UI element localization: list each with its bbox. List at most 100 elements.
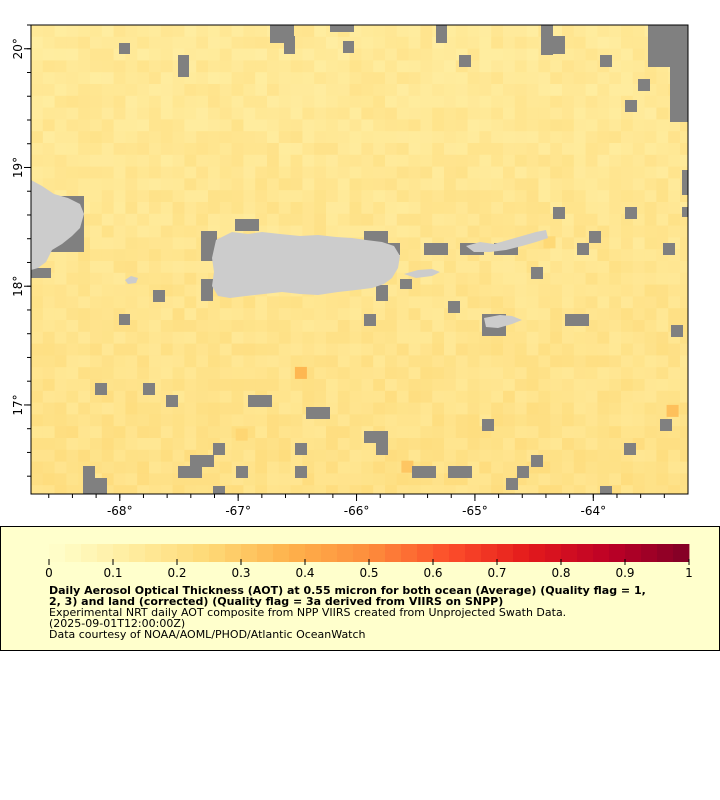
missing-data-cell (83, 466, 95, 494)
aot-cell (432, 414, 445, 427)
aot-cell (149, 60, 162, 73)
aot-cell (420, 331, 433, 345)
aot-cell (113, 60, 126, 73)
aot-cell (113, 190, 126, 203)
aot-cell (231, 119, 244, 132)
aot-cell (420, 36, 433, 50)
aot-cell (514, 308, 528, 321)
aot-cell (644, 367, 657, 380)
aot-cell (503, 331, 516, 345)
aot-cell (585, 178, 598, 191)
aot-cell (125, 119, 138, 132)
aot-cell (491, 131, 504, 144)
aot-cell (514, 367, 528, 380)
colorbar-step (641, 544, 658, 562)
aot-cell (420, 178, 433, 191)
aot-cell (302, 48, 315, 61)
aot-cell (385, 60, 398, 73)
aot-cell (278, 473, 292, 486)
aot-cell (597, 449, 610, 463)
virgin-islands-land (466, 230, 548, 252)
aot-cell (479, 296, 492, 309)
aot-cell (491, 25, 504, 38)
aot-cell (314, 60, 327, 73)
missing-data-cell (577, 243, 589, 255)
aot-cell (585, 131, 598, 144)
aot-cell (54, 355, 67, 368)
aot-cell (196, 320, 209, 333)
aot-cell (538, 402, 551, 415)
aot-cell (467, 426, 480, 439)
aot-cell (337, 296, 351, 309)
aot-cell (314, 367, 327, 380)
aot-cell (479, 343, 492, 356)
aot-cell (278, 131, 292, 144)
aot-cell (267, 426, 280, 439)
aot-cell (550, 402, 563, 415)
aot-cell (314, 485, 327, 494)
aot-cell (597, 213, 610, 227)
aot-cell (432, 72, 445, 85)
aot-cell (514, 355, 528, 368)
aot-cell (267, 296, 280, 309)
aot-cell (444, 261, 457, 274)
aot-cell (149, 190, 162, 203)
aot-cell (137, 272, 150, 286)
aot-cell (231, 355, 244, 368)
aot-cell (597, 95, 610, 109)
aot-cell (172, 414, 185, 427)
aot-cell (243, 190, 256, 203)
aot-cell (361, 367, 374, 380)
aot-cell (349, 119, 362, 132)
aot-cell (149, 143, 162, 156)
aot-cell (573, 379, 587, 392)
aot-cell (585, 296, 598, 309)
aot-cell (644, 272, 657, 286)
aot-cell (432, 438, 445, 451)
aot-cell (137, 426, 150, 439)
aot-cell (172, 36, 185, 50)
aot-cell (196, 390, 209, 404)
aot-cell (90, 60, 103, 73)
aot-cell (267, 485, 280, 494)
aot-cell (396, 25, 410, 38)
aot-cell (113, 178, 126, 191)
aot-cell (373, 367, 386, 380)
aot-cell (42, 119, 56, 132)
aot-cell (632, 48, 646, 61)
aot-cell (597, 296, 610, 309)
aot-cell (337, 143, 351, 156)
aot-cell (149, 213, 162, 227)
aot-cell (444, 143, 457, 156)
aot-cell (373, 355, 386, 368)
aot-cell (326, 461, 339, 474)
aot-cell (656, 225, 669, 238)
aot-cell (290, 95, 303, 109)
aot-high-cell (543, 236, 556, 249)
aot-cell (408, 414, 421, 427)
aot-cell (514, 331, 528, 345)
aot-cell (278, 166, 292, 179)
aot-cell (42, 308, 56, 321)
aot-cell (42, 84, 56, 97)
aot-cell (396, 331, 410, 345)
aot-cell (668, 166, 681, 179)
aot-cell (31, 355, 44, 368)
aot-cell (479, 154, 492, 168)
aot-cell (408, 320, 421, 333)
aot-cell (420, 131, 433, 144)
aot-cell (231, 414, 244, 427)
aot-cell (491, 485, 504, 494)
aot-cell (278, 426, 292, 439)
aot-cell (585, 48, 598, 61)
aot-cell (609, 119, 622, 132)
aot-cell (208, 379, 221, 392)
aot-cell (538, 190, 551, 203)
aot-cell (656, 379, 669, 392)
aot-cell (54, 438, 67, 451)
aot-cell (385, 461, 398, 474)
aot-cell (196, 343, 209, 356)
aot-cell (479, 131, 492, 144)
aot-cell (314, 426, 327, 439)
aot-cell (609, 379, 622, 392)
